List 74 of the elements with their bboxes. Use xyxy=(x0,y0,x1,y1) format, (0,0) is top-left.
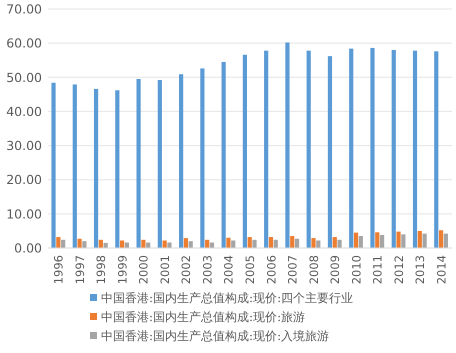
bar xyxy=(422,234,427,248)
bar xyxy=(418,230,422,248)
y-tick-label: 70.00 xyxy=(6,2,42,16)
bar xyxy=(444,234,448,248)
y-tick-label: 20.00 xyxy=(6,172,42,188)
x-tick-label: 2009 xyxy=(328,255,342,284)
bar xyxy=(434,51,438,248)
bar xyxy=(264,50,268,248)
bar xyxy=(285,42,290,248)
bar xyxy=(231,240,236,248)
bar xyxy=(94,88,98,248)
bar xyxy=(136,78,141,248)
x-tick-label: 1996 xyxy=(52,255,66,284)
x-tick-label: 2000 xyxy=(136,255,151,284)
x-tick-label: 2008 xyxy=(306,255,321,284)
bar xyxy=(412,50,418,248)
bar xyxy=(332,237,337,248)
bar xyxy=(72,84,77,248)
x-tick-label: 2010 xyxy=(349,255,364,284)
bar xyxy=(349,48,354,248)
bar xyxy=(358,236,363,248)
bar xyxy=(268,237,274,248)
x-tick-label: 2011 xyxy=(370,255,385,284)
x-tick-label: 2001 xyxy=(158,255,172,284)
bar xyxy=(396,232,401,248)
bar xyxy=(179,74,184,248)
bar xyxy=(370,48,375,248)
x-tick-label: 2007 xyxy=(286,255,300,284)
bar xyxy=(311,238,316,248)
bar xyxy=(438,230,444,248)
bar xyxy=(392,50,396,248)
x-tick-label: 2012 xyxy=(392,255,406,284)
bar xyxy=(51,82,56,248)
bar xyxy=(115,90,120,248)
y-tick-label: 50.00 xyxy=(6,70,42,85)
bar xyxy=(401,234,406,248)
x-tick-label: 2013 xyxy=(413,255,428,284)
y-tick-label: 0.00 xyxy=(14,240,42,256)
legend-label: 中国香港:国内生产总值构成:现价:入境旅游 xyxy=(101,329,330,343)
bar xyxy=(56,237,60,248)
x-tick-label: 1998 xyxy=(94,255,108,284)
bar xyxy=(248,237,252,248)
legend-label: 中国香港:国内生产总值构成:现价:旅游 xyxy=(101,310,306,324)
bar xyxy=(82,241,86,248)
x-tick-label: 2003 xyxy=(200,255,214,284)
bar xyxy=(274,240,278,248)
x-tick-label: 1999 xyxy=(115,255,130,284)
bar xyxy=(375,232,380,248)
bar xyxy=(316,240,320,248)
y-tick-label: 30.00 xyxy=(6,138,42,154)
bar xyxy=(222,62,226,248)
x-tick-label: 2006 xyxy=(264,255,278,284)
x-tick-label: 1997 xyxy=(72,255,87,284)
bar xyxy=(200,68,204,248)
bar xyxy=(290,236,294,248)
bar xyxy=(146,242,150,248)
bar xyxy=(328,56,332,248)
x-tick-label: 2004 xyxy=(222,255,236,284)
y-tick-label: 60.00 xyxy=(6,36,42,51)
bar xyxy=(188,241,193,248)
y-tick-label: 10.00 xyxy=(6,206,42,222)
bar xyxy=(380,235,384,248)
bar xyxy=(354,232,358,248)
legend-label: 中国香港:国内生产总值构成:现价:四个主要行业 xyxy=(101,291,354,305)
bar xyxy=(242,54,247,248)
bar xyxy=(104,242,108,248)
bar xyxy=(205,240,210,248)
y-tick-label: 40.00 xyxy=(6,104,42,119)
x-tick-label: 2005 xyxy=(243,255,257,284)
bar xyxy=(158,80,162,248)
x-tick-label: 2002 xyxy=(179,255,194,284)
bar xyxy=(306,50,311,248)
x-tick-label: 2014 xyxy=(434,255,448,284)
bar xyxy=(184,238,188,248)
